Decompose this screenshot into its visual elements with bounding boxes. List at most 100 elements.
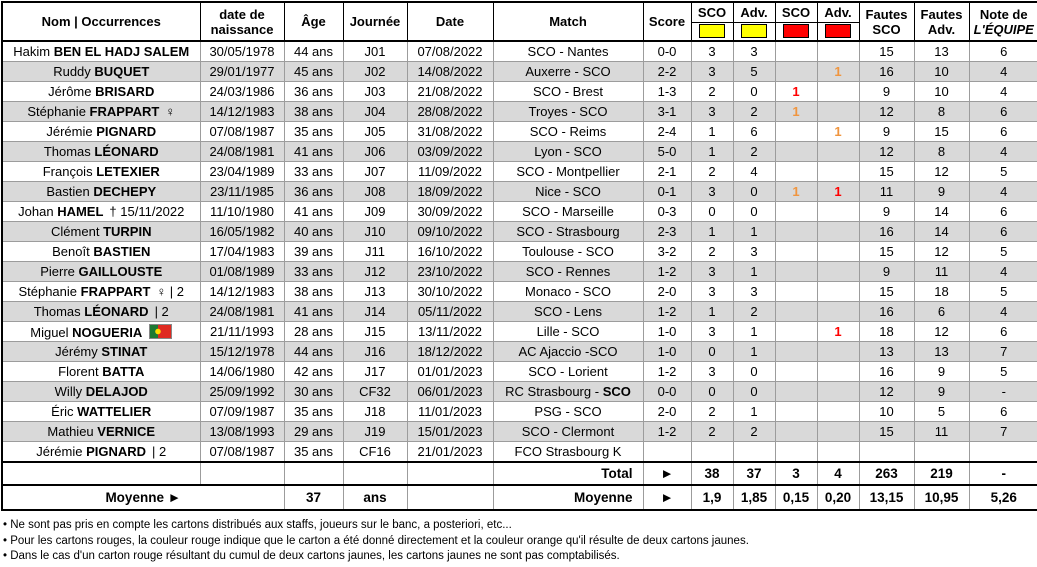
red-card-header-cell	[816, 22, 860, 42]
referee-name-cell: Florent BATTA	[1, 361, 201, 382]
referee-first-name: Jérôme	[48, 84, 96, 99]
note-cell: 5	[968, 281, 1037, 302]
matchday-cell: J18	[342, 401, 408, 422]
red-adv-cell	[816, 441, 860, 463]
col-header-matchday: Journée	[342, 1, 408, 42]
yellow-sco-cell: 0	[690, 341, 734, 362]
score-cell: 2-0	[642, 401, 692, 422]
match-cell: PSG - SCO	[492, 401, 644, 422]
fouls-sco-cell: 9	[858, 81, 915, 102]
match-text: AC Ajaccio -SCO	[518, 344, 618, 359]
match-date-cell: 03/09/2022	[406, 141, 494, 162]
fouls-adv-cell: 11	[913, 421, 970, 442]
yellow-sco-cell: 3	[690, 361, 734, 382]
match-cell: Troyes - SCO	[492, 101, 644, 122]
birth-date-cell: 14/12/1983	[199, 101, 285, 122]
red-adv-cell: 1	[816, 321, 860, 342]
match-text: SCO - Strasbourg	[516, 224, 620, 239]
yellow-sco-cell: 3	[690, 261, 734, 282]
yellow-adv-cell: 2	[732, 101, 776, 122]
red-sco-cell	[774, 221, 818, 242]
age-cell: 33 ans	[283, 161, 344, 182]
yellow-adv-cell: 1	[732, 341, 776, 362]
match-text: PSG - SCO	[534, 404, 602, 419]
red-adv-cell	[816, 201, 860, 222]
table-row: Stéphanie FRAPPART ♀ 14/12/1983 38 ans J0…	[1, 101, 1037, 122]
age-cell: 41 ans	[283, 141, 344, 162]
red-adv-cell: 1	[816, 121, 860, 142]
score-cell: 0-1	[642, 181, 692, 202]
match-text: SCO - Lorient	[528, 364, 608, 379]
fouls-sco-cell: 11	[858, 181, 915, 202]
referee-last-name: BEN EL HADJ SALEM	[53, 44, 190, 59]
red-sco-cell	[774, 40, 818, 62]
fouls-adv-cell: 6	[913, 301, 970, 322]
match-date-cell: 06/01/2023	[406, 381, 494, 402]
referee-first-name: Stéphanie	[18, 284, 81, 299]
header-row-2	[2, 22, 1037, 42]
col-header-date: Date	[406, 1, 494, 42]
fouls-sco-cell: 13	[858, 341, 915, 362]
empty-cell	[406, 484, 494, 511]
match-text: SCO - Reims	[529, 124, 607, 139]
average-yellow-adv: 1,85	[732, 484, 776, 511]
referee-first-name: François	[42, 164, 97, 179]
matchday-cell: CF32	[342, 381, 408, 402]
referee-last-name: NOGUERIA	[72, 324, 143, 340]
note-cell: 6	[968, 321, 1037, 342]
yellow-sco-cell: 3	[690, 321, 734, 342]
score-cell: 1-0	[642, 341, 692, 362]
referee-name-cell: Stéphanie FRAPPART ♀	[1, 101, 201, 122]
matchday-cell: J09	[342, 201, 408, 222]
yellow-adv-cell: 0	[732, 361, 776, 382]
matchday-cell: J13	[342, 281, 408, 302]
yellow-sco-cell: 3	[690, 61, 734, 82]
score-cell: 0-3	[642, 201, 692, 222]
match-cell: FCO Strasbourg K	[492, 441, 644, 463]
referee-name-cell: Jérémie PIGNARD	[1, 121, 201, 142]
yellow-sco-cell: 3	[690, 281, 734, 302]
fouls-sco-cell: 12	[858, 101, 915, 122]
table-row: Hakim BEN EL HADJ SALEM 30/05/1978 44 an…	[1, 40, 1037, 62]
birth-date-cell: 24/03/1986	[199, 81, 285, 102]
fouls-sco-cell: 16	[858, 221, 915, 242]
yellow-sco-cell: 3	[690, 181, 734, 202]
referee-name-cell: Pierre GAILLOUSTE	[1, 261, 201, 282]
score-cell: 1-3	[642, 81, 692, 102]
note-cell: 6	[968, 121, 1037, 142]
yellow-adv-cell: 4	[732, 161, 776, 182]
yellow-adv-cell: 0	[732, 81, 776, 102]
yellow-adv-cell: 3	[732, 241, 776, 262]
fouls-adv-cell: 5	[913, 401, 970, 422]
red-adv-cell	[816, 301, 860, 322]
red-adv-cell	[816, 81, 860, 102]
table-row: Mathieu VERNICE 13/08/1993 29 ans J19 15…	[1, 421, 1037, 442]
matchday-cell: J03	[342, 81, 408, 102]
referee-first-name: Mathieu	[47, 424, 98, 439]
match-cell: AC Ajaccio -SCO	[492, 341, 644, 362]
match-date-cell: 14/08/2022	[406, 61, 494, 82]
note-cell: 6	[968, 201, 1037, 222]
match-cell: SCO - Rennes	[492, 261, 644, 282]
yellow-sco-cell: 1	[690, 121, 734, 142]
yellow-sco-cell: 2	[690, 421, 734, 442]
match-cell: SCO - Montpellier	[492, 161, 644, 182]
yellow-card-header-cell	[732, 22, 776, 42]
referee-name-suffix: | 2	[154, 304, 169, 319]
match-text: SCO - Clermont	[521, 424, 615, 439]
matchday-cell: J07	[342, 161, 408, 182]
referee-last-name: BATTA	[102, 364, 145, 379]
note-cell: 4	[968, 61, 1037, 82]
referee-first-name: Thomas	[43, 144, 95, 159]
referee-stats-table: Nom | Occurrences date de naissance Âge …	[1, 1, 1037, 511]
header-row-1: Nom | Occurrences date de naissance Âge …	[1, 1, 1037, 42]
score-cell: 1-2	[642, 261, 692, 282]
referee-name-cell: Jérémie PIGNARD | 2	[1, 441, 201, 463]
red-sco-cell: 1	[774, 181, 818, 202]
matchday-cell: J15	[342, 321, 408, 342]
referee-last-name: DELAJOD	[85, 384, 148, 399]
referee-last-name: WATTELIER	[77, 404, 152, 419]
red-card-icon	[783, 24, 809, 38]
red-adv-cell	[816, 221, 860, 242]
matchday-cell: J14	[342, 301, 408, 322]
